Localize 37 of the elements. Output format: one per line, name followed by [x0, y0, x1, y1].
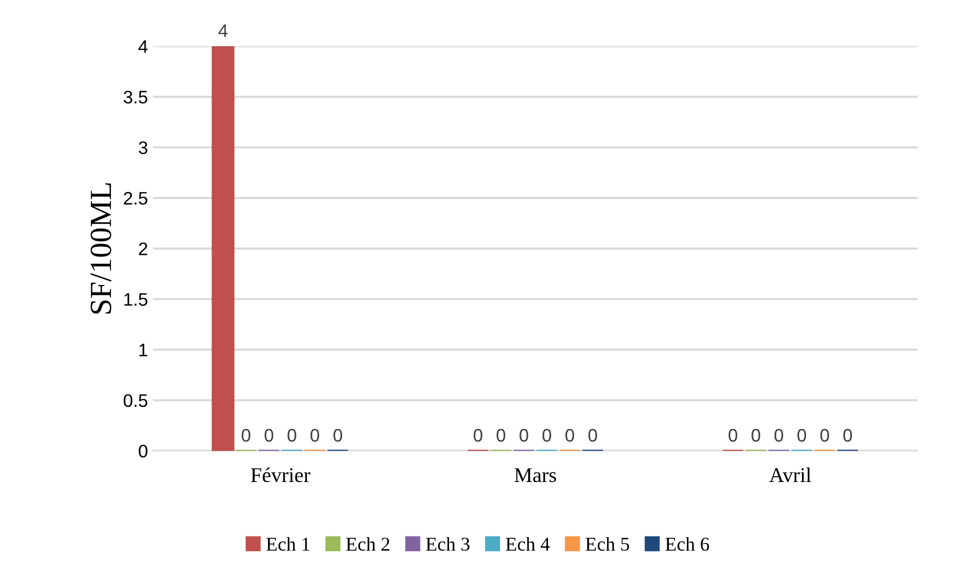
- legend-label: Ech 1: [266, 537, 310, 551]
- data-label: 0: [310, 428, 320, 442]
- data-label: 0: [474, 428, 482, 442]
- y-tick-label: 1: [139, 344, 148, 356]
- legend-label: Ech 4: [506, 537, 550, 551]
- data-label: 0: [542, 428, 552, 442]
- y-axis-title: SF/100ML: [90, 183, 112, 314]
- data-label: 0: [264, 428, 274, 442]
- legend-label: Ech 3: [426, 537, 470, 551]
- y-tick-label: 1.5: [124, 293, 148, 306]
- y-tick-label: 4: [138, 40, 148, 53]
- data-label: 0: [565, 428, 574, 442]
- y-tick-label: 2.5: [124, 192, 148, 205]
- data-label: 0: [333, 428, 342, 442]
- data-label: 0: [588, 428, 598, 442]
- data-label: 0: [520, 428, 528, 442]
- data-label: 0: [843, 428, 852, 442]
- legend-label: Ech 5: [586, 537, 630, 551]
- data-label: 0: [728, 428, 738, 442]
- y-tick-label: 3.5: [124, 90, 148, 104]
- data-label: 0: [820, 428, 830, 442]
- x-tick-label: Février: [250, 467, 310, 482]
- data-label: 0: [797, 428, 806, 442]
- x-tick-label: Mars: [514, 468, 556, 482]
- y-tick-label: 0.5: [124, 394, 148, 407]
- legend-label: Ech 6: [665, 537, 710, 551]
- y-tick-label: 3: [138, 141, 148, 154]
- data-label: 0: [288, 428, 296, 442]
- data-label: 0: [242, 428, 250, 442]
- y-tick-label: 2: [138, 242, 148, 256]
- y-tick-label: 0: [138, 444, 148, 458]
- data-label: 4: [218, 24, 228, 37]
- data-label: 0: [752, 428, 760, 442]
- legend-label: Ech 2: [346, 537, 390, 551]
- data-label: 0: [496, 428, 506, 442]
- data-label: 0: [774, 428, 784, 442]
- x-tick-label: Avril: [769, 468, 812, 482]
